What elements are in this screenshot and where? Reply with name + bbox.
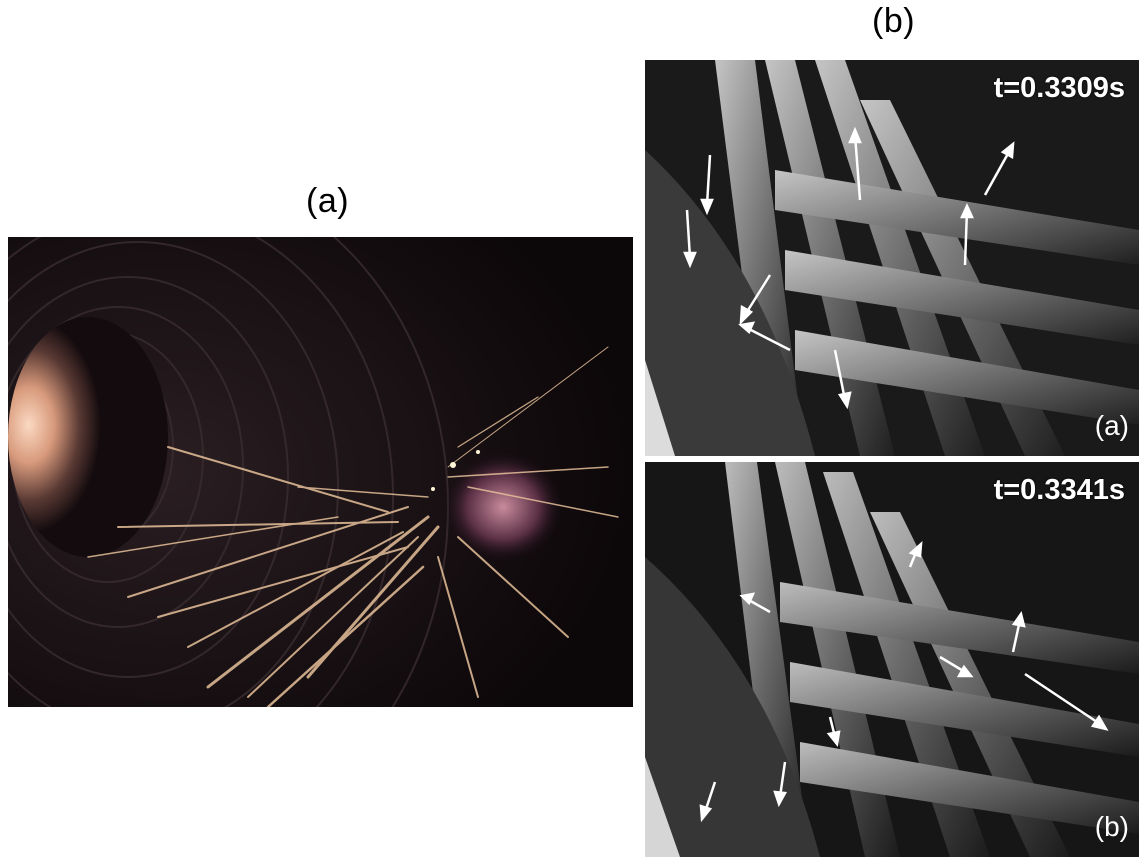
spark-streaks: [87, 346, 619, 707]
panel-a-label: (a): [306, 182, 350, 220]
frame-sublabel-top: (a): [1094, 410, 1129, 441]
hub-edge: [645, 360, 675, 456]
spark-points: [431, 450, 480, 491]
tunnel-opening-glow: [8, 317, 168, 557]
panel-b-label: (b): [872, 2, 916, 40]
high-speed-frame-bottom: t=0.3341s (b): [645, 462, 1139, 857]
tunnel-spark-image: [8, 237, 633, 707]
hub-edge: [645, 757, 680, 857]
blade-frame-image-bottom: [645, 462, 1139, 857]
high-speed-frame-top: t=0.3309s (a): [645, 60, 1139, 456]
frame-time-top: t=0.3309s: [993, 72, 1125, 104]
frame-time-bottom: t=0.3341s: [993, 474, 1125, 506]
turbine-blades: [725, 462, 1139, 857]
hub-disk: [645, 557, 820, 857]
blade-frame-image-top: [645, 60, 1139, 456]
particle-arrows: [699, 540, 1109, 823]
tunnel-spark-photo: [8, 237, 633, 707]
frame-sublabel-bottom: (b): [1094, 811, 1129, 842]
frame-divider: [645, 456, 1139, 462]
spark-cloud-glow: [443, 452, 563, 562]
particle-arrows: [683, 126, 1015, 410]
